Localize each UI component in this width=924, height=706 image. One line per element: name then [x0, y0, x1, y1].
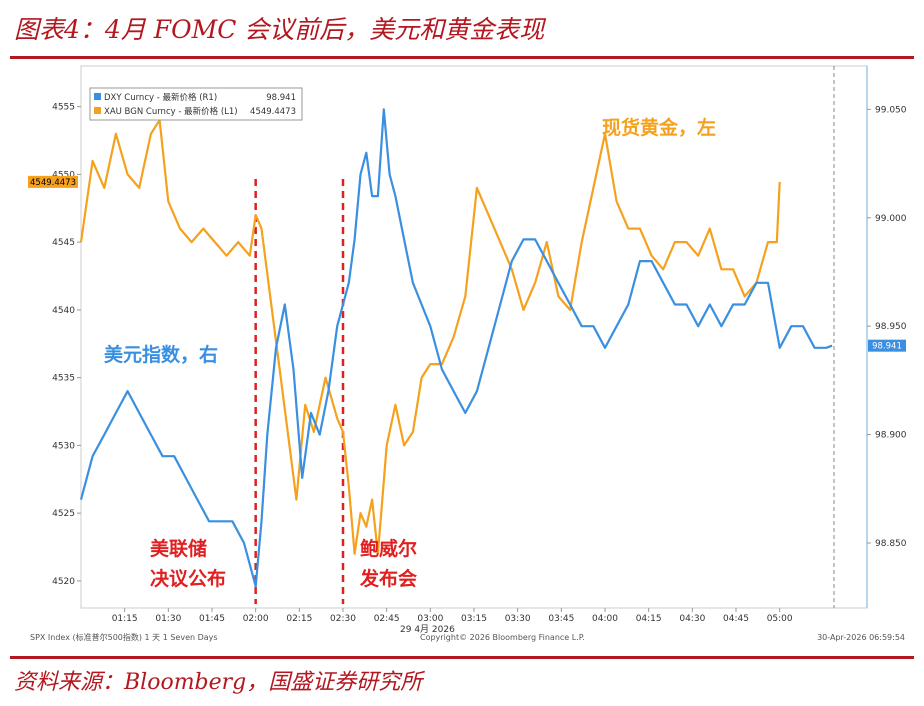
- x-tick-label: 04:15: [636, 614, 662, 624]
- left-tick-label: 4555: [52, 103, 75, 113]
- right-tick-label: 98.950: [875, 322, 907, 332]
- powell-annotation-line1: 鲍威尔: [360, 537, 417, 560]
- series-line-dxy: [79, 108, 833, 588]
- left-last-value-label: 4549.4473: [30, 178, 76, 188]
- right-axis: 98.850 98.900 98.950 99.000 99.050: [867, 105, 907, 549]
- title-rule: [10, 56, 914, 59]
- source-note: 资料来源：Bloomberg，国盛证券研究所: [14, 670, 423, 695]
- fed-annotation-line2: 决议公布: [150, 567, 226, 590]
- x-tick-label: 03:15: [461, 614, 487, 624]
- powell-annotation-line2: 发布会: [359, 567, 417, 590]
- series-line-xau: [79, 119, 781, 555]
- left-axis: 4520 4525 4530 4535 4540 4545 4550 4555: [52, 103, 81, 587]
- left-tick-label: 4525: [52, 509, 75, 519]
- legend: DXY Curncy - 最新价格 (R1) 98.941 XAU BGN Cu…: [89, 87, 303, 121]
- legend-swatch-xau: [94, 107, 101, 114]
- series-layer: [79, 108, 833, 588]
- x-tick-label: 02:30: [330, 614, 356, 624]
- x-tick-label: 03:00: [417, 614, 443, 624]
- left-tick-label: 4530: [52, 441, 75, 451]
- x-tick-label: 04:00: [592, 614, 618, 624]
- footer-right: 30-Apr-2026 06:59:54: [817, 633, 905, 642]
- right-tick-label: 99.050: [875, 105, 907, 115]
- x-tick-label: 02:00: [243, 614, 269, 624]
- x-tick-label: 01:45: [199, 614, 225, 624]
- x-tick-label: 02:15: [286, 614, 312, 624]
- legend-label-dxy: DXY Curncy - 最新价格 (R1): [104, 92, 217, 103]
- x-tick-label: 04:30: [679, 614, 705, 624]
- event-lines: [254, 179, 345, 604]
- right-last-value-label: 98.941: [872, 342, 902, 352]
- x-tick-label: 03:30: [505, 614, 531, 624]
- left-tick-label: 4535: [52, 374, 75, 384]
- footer-left: SPX Index (标准普尔500指数) 1 天 1 Seven Days: [30, 632, 218, 642]
- right-last-value-box: [868, 339, 906, 352]
- dxy-annotation: 美元指数，右: [104, 343, 218, 366]
- x-tick-label: 03:45: [548, 614, 574, 624]
- legend-label-xau: XAU BGN Curncy - 最新价格 (L1): [104, 106, 238, 117]
- footer-center: Copyright© 2026 Bloomberg Finance L.P.: [420, 633, 585, 642]
- x-tick-label: 02:45: [374, 614, 400, 624]
- plot-frame: [80, 65, 868, 609]
- x-tick-label: 01:30: [155, 614, 181, 624]
- fed-annotation-line1: 美联储: [150, 537, 207, 560]
- gold-annotation: 现货黄金，左: [602, 116, 716, 139]
- right-tick-label: 98.900: [875, 431, 907, 441]
- legend-swatch-dxy: [94, 93, 101, 100]
- left-tick-label: 4520: [52, 577, 75, 587]
- chart-footer: SPX Index (标准普尔500指数) 1 天 1 Seven Days C…: [30, 632, 905, 642]
- x-date-label: 29 4月 2026: [400, 624, 455, 635]
- left-tick-label: 4545: [52, 238, 75, 248]
- annotations: 现货黄金，左 美元指数，右 美联储 决议公布 鲍威尔 发布会: [104, 116, 716, 590]
- legend-value-xau: 4549.4473: [250, 107, 296, 117]
- figure-title: 图表4：4月 FOMC 会议前后，美元和黄金表现: [14, 15, 545, 44]
- left-last-value-box: [28, 175, 78, 188]
- right-tick-label: 99.000: [875, 214, 907, 224]
- left-tick-label: 4540: [52, 306, 75, 316]
- last-value-labels: 4549.4473 98.941: [28, 175, 906, 352]
- right-tick-label: 98.850: [875, 539, 907, 549]
- x-axis: 01:15 01:30 01:45 02:00 02:15 02:30 02:45 03:00…: [112, 608, 793, 635]
- x-tick-label: 04:45: [723, 614, 749, 624]
- legend-value-dxy: 98.941: [266, 93, 296, 103]
- left-tick-label: 4550: [52, 170, 75, 180]
- x-tick-label: 05:00: [767, 614, 793, 624]
- x-tick-label: 01:15: [112, 614, 138, 624]
- source-rule: [10, 656, 914, 659]
